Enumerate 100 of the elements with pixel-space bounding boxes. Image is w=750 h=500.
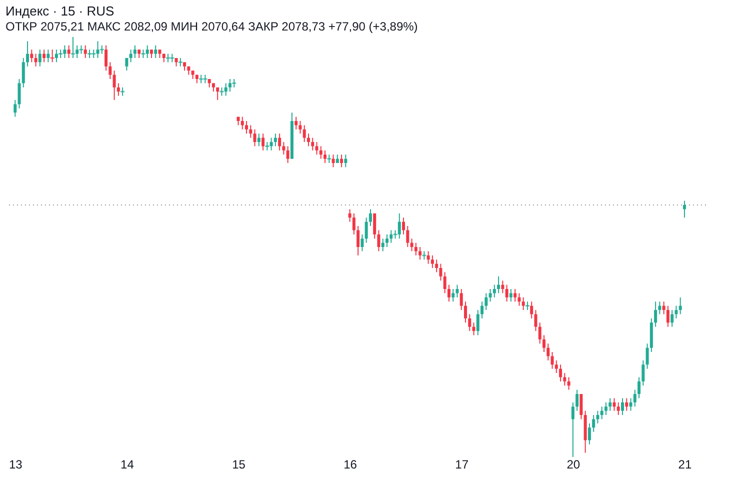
candlestick [452, 288, 455, 302]
candlestick [257, 133, 260, 147]
candlestick [245, 120, 248, 134]
candlestick [658, 301, 662, 315]
candlestick [50, 49, 54, 63]
candlestick [559, 364, 562, 382]
candlestick [352, 212, 356, 235]
candlestick [311, 137, 314, 151]
candlestick [262, 133, 265, 151]
text: ОТКР 2075,21 МАКС 2082,09 МИН 2070,64 ЗАКР 2078,73 +77,90 (+3,89%) [6, 20, 418, 34]
candlestick [398, 212, 401, 240]
candlestick [67, 44, 70, 58]
candlestick [505, 284, 508, 302]
candlestick [324, 150, 327, 164]
candlestick [133, 44, 136, 58]
candlestick [439, 263, 442, 282]
candlestick [600, 406, 604, 420]
candlestick [604, 402, 608, 416]
candlestick [616, 402, 620, 416]
candlestick [492, 284, 496, 298]
candlestick [22, 58, 25, 88]
candlestick [344, 154, 348, 168]
candlestick [530, 301, 534, 319]
candlestick [14, 100, 17, 118]
candlestick [501, 280, 504, 294]
candlestick [30, 49, 34, 63]
candlestick [538, 322, 542, 344]
candlestick [249, 124, 252, 138]
candlestick [588, 422, 591, 445]
candlestick [360, 234, 364, 252]
candlestick [646, 343, 649, 370]
candlestick [608, 398, 612, 412]
candlestick [381, 238, 384, 252]
candlestick [464, 301, 467, 324]
candlestick [476, 310, 480, 336]
candlestick [670, 310, 674, 328]
candlestick [571, 402, 574, 458]
candlestick [514, 288, 517, 302]
candlestick [546, 343, 550, 361]
candlestick [633, 389, 636, 408]
chart-title: Индекс · 15 · RUS [6, 4, 115, 18]
candlestick [129, 49, 132, 63]
candlestick [112, 70, 116, 100]
candlestick [402, 217, 406, 235]
candlestick [240, 116, 244, 130]
candlestick [356, 226, 360, 256]
candlestick [484, 292, 488, 310]
candlestick [319, 146, 322, 160]
candlestick [629, 398, 632, 412]
candlestick [456, 284, 459, 298]
x-tick-label: 20 [566, 458, 580, 472]
candlestick [497, 276, 500, 294]
candlestick [654, 301, 658, 328]
candlestick [509, 288, 512, 302]
candlestick [596, 410, 600, 424]
candlestick [480, 301, 484, 319]
candlestick [592, 414, 596, 432]
candlestick [298, 120, 302, 134]
x-tick-label: 13 [8, 458, 23, 472]
candlestick [620, 398, 624, 416]
candlestick [447, 284, 450, 302]
candlestick [426, 250, 430, 264]
candlestick [34, 53, 38, 67]
candlestick [332, 154, 335, 168]
candlestick [294, 116, 298, 130]
candlestick [154, 44, 158, 58]
candlestick [682, 200, 686, 218]
candlestick [674, 305, 678, 319]
x-tick-label: 16 [344, 458, 358, 472]
candlestick [385, 234, 388, 248]
candlestick [116, 82, 120, 96]
candlestick [418, 246, 422, 260]
candlestick [315, 142, 318, 156]
candlestick [460, 288, 463, 310]
candlestick [368, 208, 372, 226]
candlestick [253, 128, 256, 147]
x-tick-label: 17 [455, 458, 469, 472]
candlestick [286, 146, 290, 164]
candlestick [274, 133, 277, 147]
candlestick [567, 376, 570, 390]
candlestick [373, 212, 376, 240]
candlestick [414, 242, 418, 256]
candlestick [522, 296, 525, 310]
candlestick [38, 49, 42, 67]
candlestick [443, 272, 446, 294]
candlestick [306, 133, 310, 147]
candlestick [468, 314, 472, 332]
candlestick [26, 40, 30, 67]
x-tick-label: 15 [232, 458, 246, 472]
candlestick [348, 208, 352, 222]
candlestick [104, 44, 108, 72]
candlestick [534, 310, 538, 332]
candlestick [410, 238, 414, 252]
candlestick [612, 398, 616, 412]
x-tick-label: 21 [678, 458, 692, 472]
candlestick [576, 389, 579, 412]
candlestick [216, 86, 220, 100]
candlestick [84, 44, 87, 58]
candlestick [302, 124, 306, 142]
candlestick [108, 62, 112, 80]
